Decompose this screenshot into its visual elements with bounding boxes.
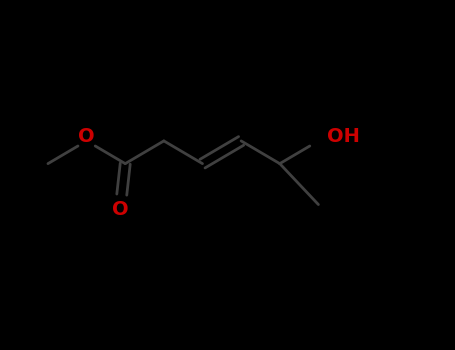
Text: O: O <box>112 199 129 219</box>
Text: O: O <box>78 127 95 146</box>
Text: OH: OH <box>328 127 360 146</box>
